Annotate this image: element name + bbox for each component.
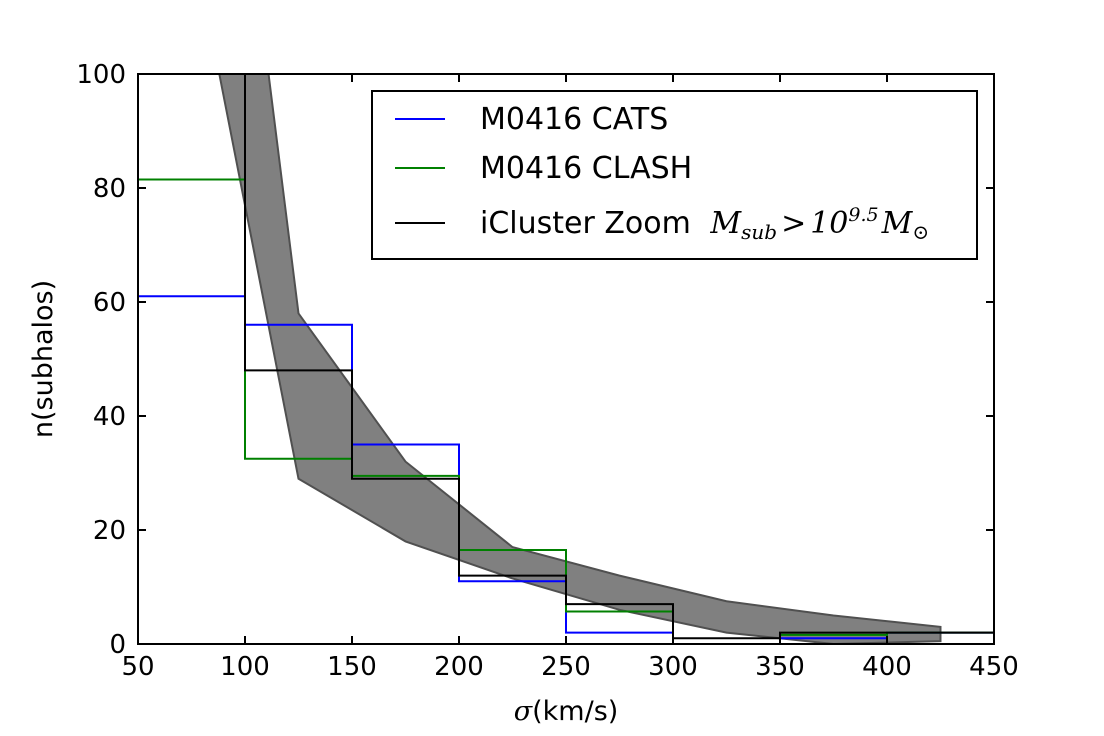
legend-icluster-text: iCluster Zoom: [480, 206, 691, 241]
y-tick-label: 0: [109, 630, 126, 660]
plot-frame: [137, 73, 995, 645]
x-tick-label: 450: [969, 652, 1019, 682]
x-tick-label: 350: [755, 652, 805, 682]
legend-math-gt: >: [781, 206, 806, 241]
legend-math-exponent: 9.5: [848, 204, 878, 226]
x-axis-label: σ(km/s): [514, 696, 619, 727]
x-tick-label: 100: [220, 652, 270, 682]
legend: M0416 CATS M0416 CLASH iCluster Zoom Msu…: [371, 90, 978, 260]
y-tick-label: 20: [93, 516, 126, 546]
legend-label-clash: M0416 CLASH: [480, 151, 692, 186]
series-2-step-line: [138, 74, 994, 640]
legend-math-sun: ⊙: [912, 220, 929, 244]
legend-math-ten: 10: [810, 206, 848, 241]
x-axis-symbol: σ: [514, 696, 534, 727]
legend-math-mass-sun: M: [881, 206, 914, 241]
x-tick-label: 300: [648, 652, 698, 682]
legend-frame: [371, 90, 978, 260]
y-tick-label: 100: [76, 60, 126, 90]
legend-math-mass: M: [709, 206, 742, 241]
legend-label-cats: M0416 CATS: [480, 102, 668, 137]
y-axis-label: n(subhalos): [28, 280, 59, 438]
x-tick-label: 200: [434, 652, 484, 682]
x-tick-label: 150: [327, 652, 377, 682]
y-tick-label: 40: [93, 402, 126, 432]
x-tick-label: 50: [121, 652, 154, 682]
legend-label-icluster: iCluster Zoom Msub >109.5 M⊙: [480, 204, 929, 244]
legend-math-sub: sub: [741, 220, 777, 244]
x-axis-unit: (km/s): [532, 696, 618, 727]
x-tick-label: 250: [541, 652, 591, 682]
y-tick-label: 80: [93, 174, 126, 204]
y-tick-label: 60: [93, 288, 126, 318]
x-tick-label: 400: [862, 652, 912, 682]
